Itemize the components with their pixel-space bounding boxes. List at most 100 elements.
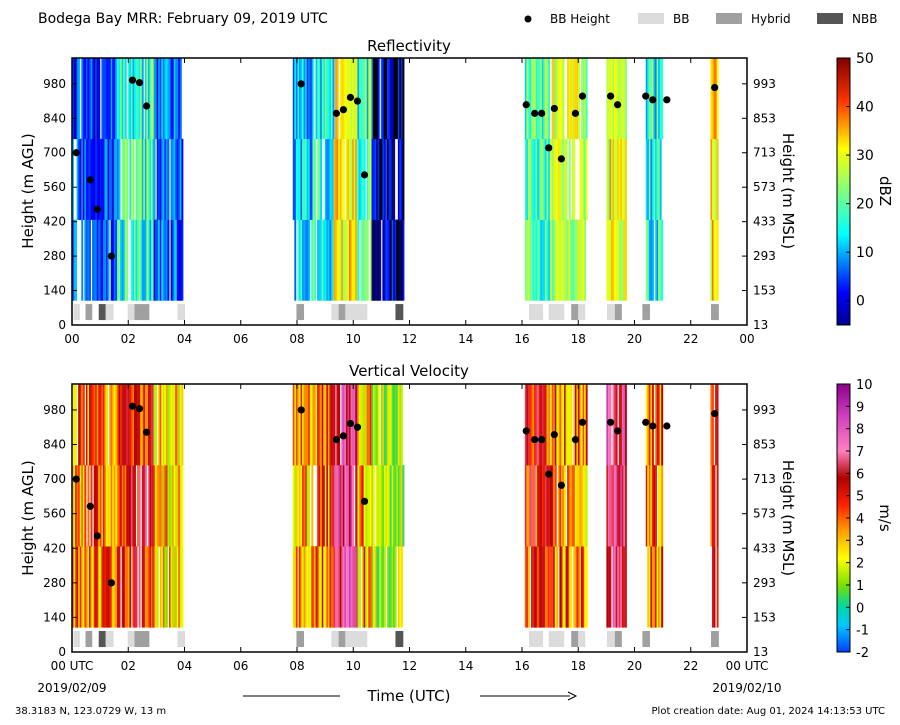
- field-cell: [98, 384, 101, 466]
- field-cell: [106, 384, 108, 466]
- bb-class-hybrid: [711, 304, 719, 321]
- bb-class-bb: [345, 631, 368, 648]
- field-cell: [535, 219, 538, 301]
- field-cell: [609, 138, 612, 220]
- field-cell: [567, 219, 570, 301]
- field-cell: [614, 465, 617, 547]
- field-cell: [118, 465, 121, 547]
- field-cell: [379, 465, 382, 547]
- y-tick-label: 980: [43, 77, 66, 91]
- field-cell: [327, 384, 330, 466]
- field-cell: [332, 219, 335, 301]
- field-cell: [551, 58, 554, 140]
- field-cell: [551, 465, 554, 547]
- field-cell: [359, 138, 361, 220]
- field-cell: [396, 465, 399, 547]
- field-cell: [327, 58, 330, 140]
- field-cell: [127, 546, 130, 628]
- field-cell: [527, 384, 530, 466]
- x-tick-label: 22: [683, 332, 698, 346]
- field-cell: [341, 219, 344, 301]
- bb-height-point: [538, 435, 546, 444]
- field-cell: [315, 384, 318, 466]
- field-cell: [710, 58, 713, 140]
- x-tick-label: 20: [627, 659, 642, 673]
- field-cell: [546, 465, 549, 547]
- field-cell: [135, 58, 138, 140]
- colorbar-tick-label: 20: [856, 197, 874, 213]
- x-tick-label: 14: [458, 659, 473, 673]
- field-cell: [400, 384, 403, 466]
- bb-class-hybrid: [338, 631, 346, 648]
- bb-height-point: [360, 171, 369, 179]
- field-cell: [155, 219, 158, 301]
- field-cell: [326, 58, 329, 140]
- field-cell: [312, 546, 315, 628]
- field-cell: [82, 384, 85, 466]
- field-cell: [527, 219, 530, 301]
- field-cell: [543, 138, 546, 220]
- field-cell: [336, 138, 339, 220]
- bb-height-point: [578, 418, 587, 426]
- field-cell: [394, 219, 397, 301]
- field-cell: [661, 219, 664, 301]
- field-cell: [72, 384, 74, 466]
- bb-class-nbb: [395, 631, 404, 648]
- field-cell: [318, 138, 321, 220]
- field-cell: [332, 384, 335, 466]
- field-cell: [173, 138, 176, 220]
- field-cell: [155, 384, 158, 466]
- legend-hybrid-label: Hybrid: [751, 12, 791, 26]
- field-cell: [331, 465, 333, 547]
- field-cell: [165, 546, 168, 628]
- field-cell: [323, 219, 326, 301]
- field-cell: [90, 58, 93, 140]
- field-cell: [172, 58, 175, 140]
- field-cell: [124, 219, 127, 301]
- field-cell: [711, 219, 714, 301]
- field-cell: [540, 58, 543, 140]
- field-cell: [132, 138, 135, 220]
- field-cell: [167, 138, 170, 220]
- field-cell: [388, 465, 391, 547]
- field-cell: [353, 384, 356, 466]
- field-cell: [373, 219, 376, 301]
- field-cell: [560, 546, 563, 628]
- field-cell: [623, 384, 626, 466]
- field-cell: [85, 58, 88, 140]
- field-cell: [336, 465, 339, 547]
- field-cell: [75, 58, 78, 140]
- field-cell: [153, 546, 156, 628]
- time-axis-label: Time (UTC): [367, 687, 451, 705]
- field-cell: [650, 546, 653, 628]
- field-cell: [101, 58, 104, 140]
- field-cell: [582, 465, 585, 547]
- field-cell: [175, 384, 178, 466]
- field-cell: [124, 384, 127, 466]
- field-cell: [121, 546, 124, 628]
- field-cell: [151, 58, 153, 140]
- field-cell: [292, 58, 295, 140]
- field-cell: [297, 138, 300, 220]
- field-cell: [402, 58, 405, 140]
- field-cell: [565, 546, 568, 628]
- field-cell: [393, 219, 396, 301]
- field-cell: [305, 219, 308, 301]
- dbz-colorbar-label: dBZ: [876, 176, 894, 206]
- field-cell: [383, 465, 386, 547]
- field-cell: [538, 58, 541, 140]
- field-cell: [118, 384, 121, 466]
- field-cell: [623, 219, 626, 301]
- field-cell: [338, 465, 341, 547]
- field-cell: [117, 384, 119, 466]
- field-cell: [149, 384, 152, 466]
- field-cell: [344, 58, 347, 140]
- field-cell: [371, 465, 374, 547]
- field-cell: [95, 465, 98, 547]
- field-cell: [123, 465, 126, 547]
- field-cell: [541, 58, 544, 140]
- field-cell: [716, 465, 719, 547]
- field-cell: [129, 138, 132, 220]
- bb-class-bb: [177, 304, 186, 321]
- field-cell: [656, 138, 659, 220]
